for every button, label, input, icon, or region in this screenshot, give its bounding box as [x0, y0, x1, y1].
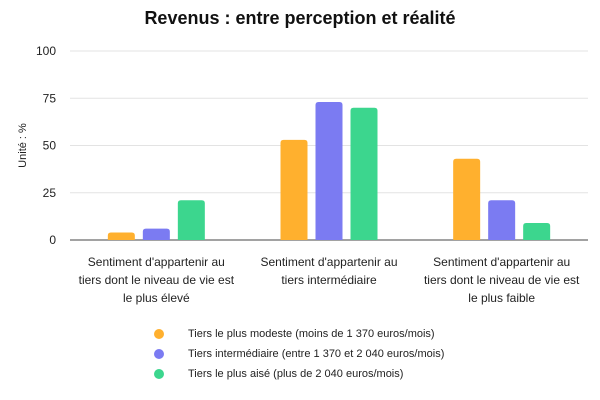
category-label: Sentiment d'appartenir au — [88, 255, 225, 269]
legend-marker — [154, 329, 164, 339]
category-label: Sentiment d'appartenir au — [433, 255, 570, 269]
bar — [107, 232, 135, 240]
bar-chart: 0 25 50 75 100 Unité : % Sentiment d'apparteni… — [17, 44, 588, 305]
category-label: le plus élevé — [123, 291, 190, 305]
legend: Tiers le plus modeste (moins de 1 370 eu… — [150, 324, 550, 384]
bar — [350, 107, 378, 240]
bar — [523, 222, 551, 240]
y-tick-label: 25 — [43, 186, 57, 200]
y-tick-label: 50 — [43, 139, 57, 153]
bar — [453, 158, 481, 240]
y-tick-label: 0 — [49, 233, 56, 247]
legend-item: Tiers le plus modeste (moins de 1 370 eu… — [150, 324, 550, 344]
category-label: Sentiment d'appartenir au — [260, 255, 397, 269]
legend-marker — [154, 369, 164, 379]
bar — [142, 228, 170, 240]
legend-item: Tiers le plus aisé (plus de 2 040 euros/… — [150, 364, 550, 384]
legend-label: Tiers le plus modeste (moins de 1 370 eu… — [188, 328, 435, 340]
legend-item: Tiers intermédiaire (entre 1 370 et 2 04… — [150, 344, 550, 364]
category-label: le plus faible — [468, 291, 535, 305]
category-label: tiers dont le niveau de vie est — [79, 273, 235, 287]
legend-marker — [154, 349, 164, 359]
legend-label: Tiers intermédiaire (entre 1 370 et 2 04… — [188, 348, 445, 360]
bar — [280, 139, 308, 240]
y-tick-label: 100 — [36, 44, 56, 58]
chart-title: Revenus : entre perception et réalité — [144, 8, 456, 28]
y-axis-title: Unité : % — [17, 123, 29, 168]
bar — [177, 200, 205, 240]
y-tick-label: 75 — [43, 91, 57, 105]
legend-label: Tiers le plus aisé (plus de 2 040 euros/… — [188, 368, 404, 380]
bar — [315, 102, 343, 240]
category-label: tiers intermédiaire — [281, 273, 377, 287]
bar — [488, 200, 516, 240]
category-label: tiers dont le niveau de vie est — [424, 273, 580, 287]
